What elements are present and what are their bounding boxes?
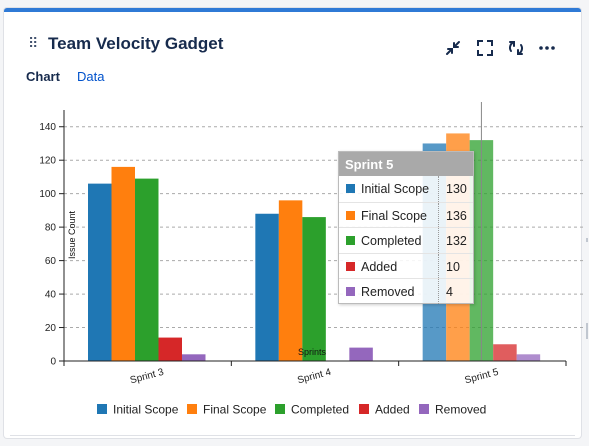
tab-chart[interactable]: Chart — [26, 69, 60, 84]
gadget-footer-divider — [10, 435, 575, 436]
y-tick-label: 40 — [45, 290, 57, 301]
tooltip-value: 130 — [446, 182, 467, 196]
legend-label[interactable]: Completed — [291, 403, 349, 417]
y-tick-label: 140 — [39, 122, 56, 133]
y-tick-label: 80 — [45, 223, 57, 234]
tooltip-separator — [438, 176, 439, 202]
chart-tooltip: Sprint 5 Initial Scope 130 Final Scope 136 C… — [338, 151, 474, 304]
tooltip-value: 136 — [446, 208, 467, 223]
tooltip-value: 4 — [446, 285, 453, 299]
legend-swatch — [419, 404, 429, 414]
tooltip-series-name: Completed — [361, 234, 422, 248]
legend-label[interactable]: Initial Scope — [113, 403, 179, 417]
tooltip-title: Sprint 5 — [339, 152, 473, 176]
tooltip-row: Final Scope 136 — [339, 201, 473, 227]
fullscreen-icon[interactable] — [475, 38, 495, 58]
tooltip-swatch — [346, 184, 355, 193]
collapse-icon[interactable] — [443, 38, 463, 58]
tooltip-series-name: Initial Scope — [361, 182, 430, 196]
bar-initial-scope[interactable] — [255, 213, 279, 361]
bar-added[interactable] — [158, 337, 183, 361]
tooltip-swatch — [346, 236, 355, 245]
y-tick-label: 120 — [39, 156, 56, 167]
tooltip-value: 132 — [446, 234, 467, 248]
tab-data[interactable]: Data — [77, 69, 105, 84]
tooltip-series-name: Final Scope — [361, 208, 428, 223]
legend-swatch — [187, 404, 197, 414]
legend-swatch — [275, 404, 285, 414]
tooltip-series-name: Removed — [361, 285, 415, 299]
legend-label[interactable]: Added — [375, 403, 410, 417]
y-axis-title: Issue Count — [67, 210, 77, 259]
tooltip-swatch — [346, 210, 355, 220]
tooltip-row: Initial Scope 130 — [339, 176, 473, 202]
y-tick-label: 100 — [39, 189, 56, 200]
drag-handle-icon[interactable]: ⠿ — [28, 35, 38, 51]
tooltip-series-name: Added — [361, 259, 398, 274]
tooltip-separator — [438, 228, 439, 253]
y-tick-label: 20 — [45, 323, 57, 334]
more-icon[interactable] — [537, 38, 557, 58]
tooltip-row: Added 10 — [339, 252, 473, 278]
y-tick-label: 60 — [45, 256, 57, 267]
legend-label[interactable]: Final Scope — [203, 403, 267, 417]
gadget-header: ⠿ Team Velocity Gadget — [4, 12, 581, 70]
tooltip-row: Removed 4 — [339, 278, 473, 304]
bar-removed[interactable] — [349, 347, 373, 361]
refresh-icon[interactable] — [506, 38, 526, 58]
x-tick-label: Sprint 3 — [129, 367, 166, 387]
y-tick-label: 0 — [50, 357, 56, 368]
bar-initial-scope[interactable] — [88, 183, 112, 361]
x-tick-label: Sprint 4 — [296, 367, 333, 387]
bar-removed[interactable] — [182, 354, 206, 361]
x-tick-label: Sprint 5 — [464, 367, 501, 387]
tooltip-row: Completed 132 — [339, 227, 473, 253]
tooltip-separator — [438, 253, 439, 278]
legend-swatch — [359, 404, 369, 414]
bar-final-scope[interactable] — [111, 166, 136, 361]
tooltip-value: 10 — [446, 259, 460, 274]
scroll-indicator — [586, 323, 588, 339]
scroll-indicator — [586, 238, 588, 242]
tooltip-swatch — [346, 261, 355, 271]
legend-label[interactable]: Removed — [435, 403, 486, 417]
bar-added[interactable] — [493, 344, 517, 361]
bar-final-scope[interactable] — [278, 200, 303, 361]
tooltip-swatch — [346, 287, 355, 296]
tooltip-separator — [438, 202, 439, 227]
tooltip-separator — [438, 279, 439, 304]
bar-completed[interactable] — [135, 178, 159, 361]
bar-completed[interactable] — [302, 217, 326, 361]
x-axis-title: Sprints — [298, 347, 327, 357]
gadget-title: Team Velocity Gadget — [48, 34, 224, 53]
bar-removed[interactable] — [516, 354, 541, 361]
legend-swatch — [97, 404, 107, 414]
